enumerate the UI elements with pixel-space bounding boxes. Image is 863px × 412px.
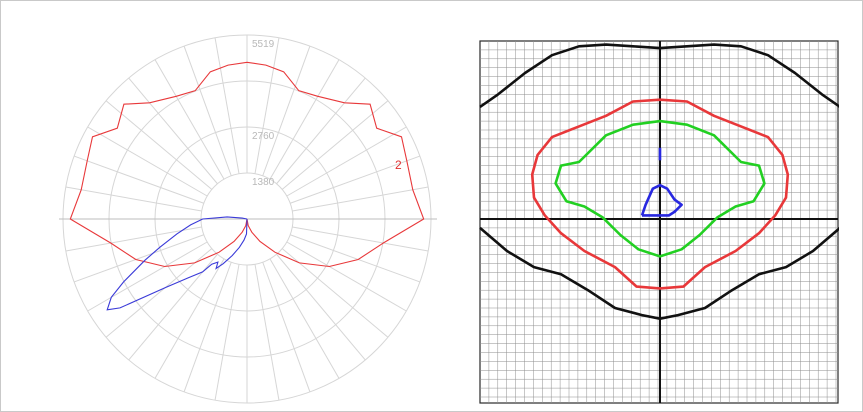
polar-grid-spoke — [262, 45, 311, 176]
polar-grid-spoke — [73, 155, 204, 204]
polar-grid-spoke — [290, 155, 421, 204]
polar-grid-spoke — [254, 264, 280, 401]
contour-line-1-2 — [479, 226, 839, 320]
polar-chart-svg: 1380 2760 5519 2 — [59, 34, 437, 404]
polar-grid-spoke — [254, 37, 280, 174]
polar-grid-spoke — [183, 262, 232, 393]
contour-line-3-1 — [554, 119, 766, 258]
polar-tick-label: 1380 — [252, 177, 275, 188]
polar-grid-spoke — [286, 126, 407, 197]
contour-chart-svg — [479, 40, 839, 404]
polar-grid-spoke — [87, 126, 208, 197]
polar-grid-spoke — [183, 45, 232, 176]
polar-grid-spoke — [214, 264, 240, 401]
polar-grid-spoke — [214, 37, 240, 174]
polar-tick-label: 2760 — [252, 131, 275, 142]
polar-grid-spoke — [87, 241, 208, 312]
polar-grid-spoke — [290, 234, 421, 283]
polar-grid-spoke — [292, 226, 429, 252]
polar-grid-spoke — [269, 59, 340, 180]
polar-grid-spoke — [128, 77, 218, 185]
polar-tick-label: 5519 — [252, 39, 275, 50]
polar-series-curve-2 — [106, 216, 248, 311]
polar-grid-spoke — [73, 234, 204, 283]
polar-grid-spoke — [154, 59, 225, 180]
polar-grid-spoke — [65, 226, 202, 252]
polar-grid-spoke — [262, 262, 311, 393]
polar-grid-spoke — [154, 258, 225, 379]
polar-grid — [59, 34, 437, 404]
contour-line-4-1 — [640, 183, 683, 217]
isolux-contour-chart — [479, 40, 839, 404]
polar-grid-spoke — [281, 100, 389, 190]
polar-series-label: 2 — [395, 158, 402, 172]
polar-intensity-chart: 1380 2760 5519 2 — [59, 29, 449, 409]
polar-grid-spoke — [269, 258, 340, 379]
contour-line-1-1 — [479, 43, 839, 108]
polar-grid-spoke — [276, 77, 366, 185]
contour-line-2-1 — [530, 98, 790, 290]
polar-grid-spoke — [65, 186, 202, 212]
polar-grid-spoke — [286, 241, 407, 312]
polar-grid-spoke — [276, 253, 366, 361]
polar-grid-spoke — [105, 100, 213, 190]
polar-series-curve-1 — [69, 61, 425, 268]
polar-grid-spoke — [292, 186, 429, 212]
